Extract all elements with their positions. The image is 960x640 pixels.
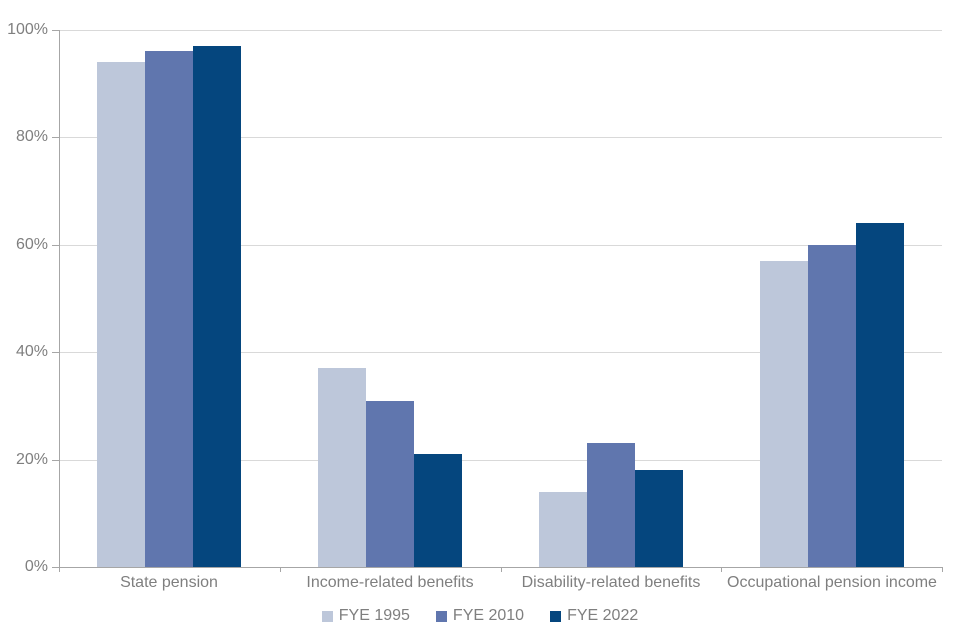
x-axis-tick	[59, 567, 60, 572]
gridline	[59, 137, 942, 138]
bar	[145, 51, 193, 567]
legend-label: FYE 2010	[452, 607, 525, 624]
y-axis-label: 40%	[15, 343, 48, 360]
legend-item: FYE 2010	[435, 607, 525, 625]
legend-swatch	[435, 610, 447, 622]
x-axis-tick	[942, 567, 943, 572]
y-axis-tick	[52, 30, 59, 31]
gridline	[59, 352, 942, 353]
bar	[193, 46, 241, 567]
bar	[97, 62, 145, 567]
y-axis-tick	[52, 352, 59, 353]
y-axis-tick	[52, 460, 59, 461]
y-axis-label: 100%	[7, 21, 48, 38]
category-label: State pension	[120, 574, 218, 591]
bar	[635, 470, 683, 567]
bar	[587, 443, 635, 567]
x-axis-tick	[721, 567, 722, 572]
legend-label: FYE 2022	[567, 607, 639, 624]
gridline	[59, 460, 942, 461]
bar	[318, 368, 366, 567]
gridline	[59, 30, 942, 31]
gridline	[59, 245, 942, 246]
y-axis-label: 20%	[15, 451, 48, 468]
bar	[808, 245, 856, 567]
legend-swatch	[321, 610, 333, 622]
bar	[539, 492, 587, 567]
bar	[760, 261, 808, 567]
x-axis-tick	[501, 567, 502, 572]
y-axis-tick	[52, 567, 59, 568]
bar	[414, 454, 462, 567]
category-label: Disability-related benefits	[521, 574, 701, 591]
x-axis-tick	[280, 567, 281, 572]
y-axis-label: 0%	[24, 558, 48, 575]
bar	[856, 223, 904, 567]
legend-item: FYE 1995	[321, 607, 410, 625]
legend-label: FYE 1995	[338, 607, 410, 624]
category-label: Occupational pension income	[727, 574, 937, 591]
y-axis-label: 80%	[15, 128, 48, 145]
category-label: Income-related benefits	[306, 574, 474, 591]
legend-swatch	[550, 610, 562, 622]
legend-item: FYE 2022	[550, 607, 638, 625]
y-axis-line	[59, 30, 60, 572]
y-axis-tick	[52, 137, 59, 138]
y-axis-tick	[52, 245, 59, 246]
y-axis-label: 60%	[15, 236, 48, 253]
bar	[366, 401, 414, 567]
legend: FYE 1995 FYE 2010 FYE 2022	[0, 607, 960, 625]
